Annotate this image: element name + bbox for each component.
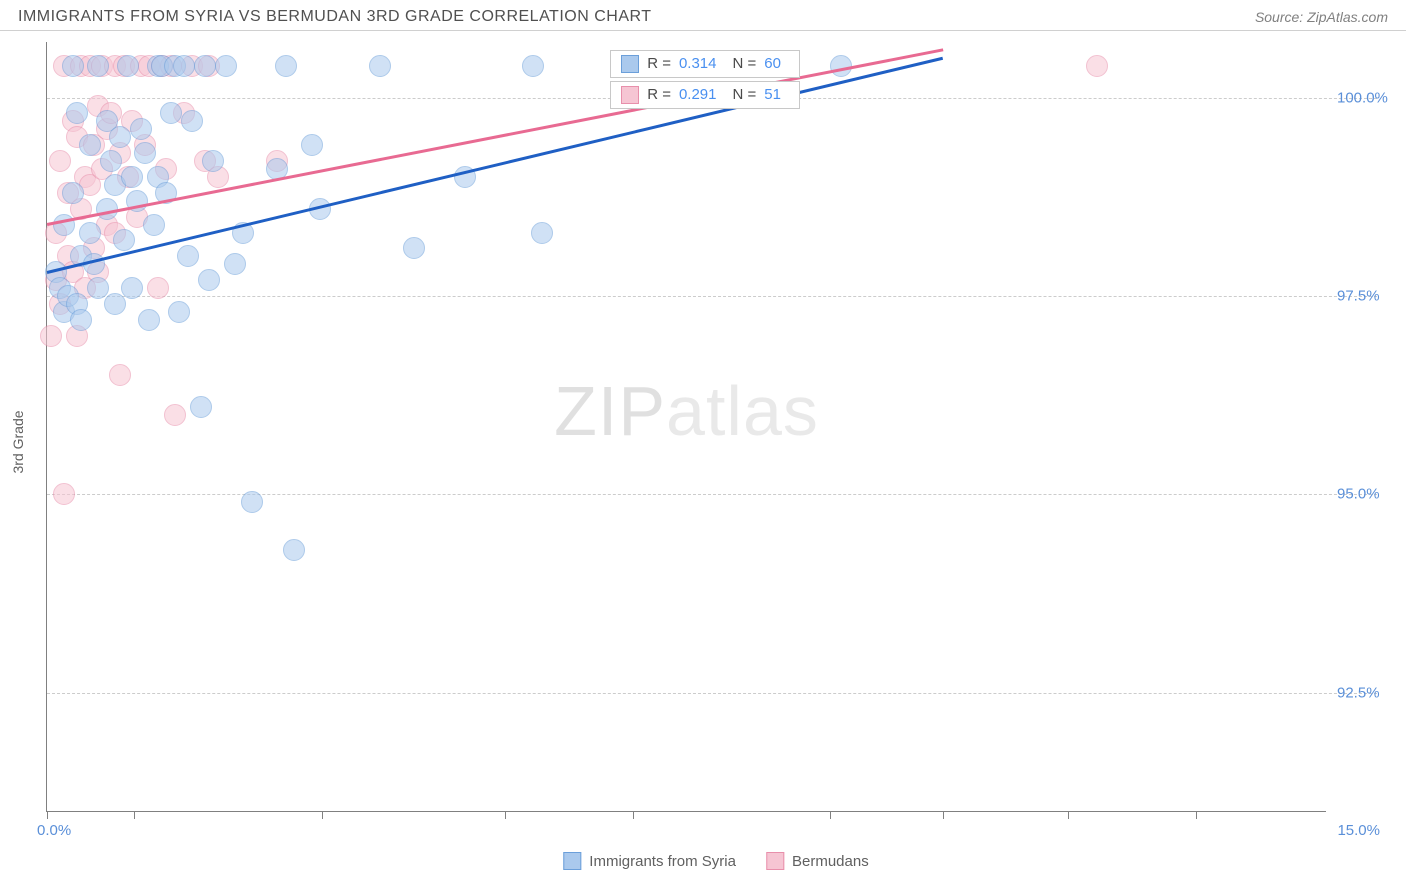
- x-tick-mark: [505, 811, 506, 819]
- x-tick-label-max: 15.0%: [1337, 822, 1380, 839]
- legend-item: Immigrants from Syria: [563, 852, 736, 870]
- watermark-atlas: atlas: [666, 372, 819, 450]
- data-point: [134, 142, 156, 164]
- y-tick-label: 95.0%: [1337, 486, 1380, 503]
- data-point: [369, 55, 391, 77]
- trend-line: [47, 56, 944, 273]
- chart-area: 3rd Grade ZIPatlas 92.5%95.0%97.5%100.0%…: [46, 42, 1386, 842]
- data-point: [275, 55, 297, 77]
- chart-title: IMMIGRANTS FROM SYRIA VS BERMUDAN 3RD GR…: [18, 8, 652, 26]
- data-point: [194, 55, 216, 77]
- data-point: [104, 293, 126, 315]
- legend: Immigrants from Syria Bermudans: [563, 852, 868, 870]
- n-value: 60: [764, 55, 781, 72]
- chart-header: IMMIGRANTS FROM SYRIA VS BERMUDAN 3RD GR…: [0, 0, 1406, 31]
- data-point: [40, 325, 62, 347]
- data-point: [181, 110, 203, 132]
- data-point: [138, 309, 160, 331]
- data-point: [301, 134, 323, 156]
- x-tick-mark: [1196, 811, 1197, 819]
- data-point: [53, 214, 75, 236]
- correlation-box: R = 0.291 N = 51: [610, 81, 800, 109]
- legend-label: Bermudans: [792, 853, 869, 870]
- data-point: [241, 491, 263, 513]
- gridline-h: [47, 296, 1377, 297]
- data-point: [173, 55, 195, 77]
- legend-label: Immigrants from Syria: [589, 853, 736, 870]
- data-point: [49, 150, 71, 172]
- data-point: [403, 237, 425, 259]
- data-point: [121, 277, 143, 299]
- legend-item: Bermudans: [766, 852, 869, 870]
- x-tick-mark: [830, 811, 831, 819]
- data-point: [100, 150, 122, 172]
- r-value: 0.314: [679, 55, 717, 72]
- y-axis-label: 3rd Grade: [10, 410, 26, 473]
- series-swatch: [621, 86, 639, 104]
- watermark-zip: ZIP: [554, 372, 666, 450]
- data-point: [202, 150, 224, 172]
- data-point: [130, 118, 152, 140]
- data-point: [79, 222, 101, 244]
- x-tick-mark: [633, 811, 634, 819]
- x-tick-mark: [47, 811, 48, 819]
- series-swatch: [621, 55, 639, 73]
- data-point: [531, 222, 553, 244]
- data-point: [87, 277, 109, 299]
- data-point: [121, 166, 143, 188]
- y-tick-label: 92.5%: [1337, 684, 1380, 701]
- n-label: N =: [733, 86, 757, 103]
- legend-swatch: [766, 852, 784, 870]
- data-point: [190, 396, 212, 418]
- data-point: [283, 539, 305, 561]
- data-point: [522, 55, 544, 77]
- r-value: 0.291: [679, 86, 717, 103]
- data-point: [53, 483, 75, 505]
- watermark: ZIPatlas: [554, 371, 819, 451]
- x-tick-mark: [1068, 811, 1069, 819]
- data-point: [113, 229, 135, 251]
- data-point: [87, 55, 109, 77]
- data-point: [62, 182, 84, 204]
- data-point: [215, 55, 237, 77]
- source-label: Source: ZipAtlas.com: [1255, 9, 1388, 25]
- data-point: [168, 301, 190, 323]
- plot-area: ZIPatlas 92.5%95.0%97.5%100.0%0.0%15.0%R…: [46, 42, 1326, 812]
- data-point: [109, 126, 131, 148]
- data-point: [66, 102, 88, 124]
- x-tick-label-min: 0.0%: [37, 822, 71, 839]
- n-label: N =: [733, 55, 757, 72]
- data-point: [224, 253, 246, 275]
- data-point: [143, 214, 165, 236]
- data-point: [79, 134, 101, 156]
- data-point: [62, 55, 84, 77]
- r-label: R =: [647, 55, 671, 72]
- data-point: [109, 364, 131, 386]
- data-point: [117, 55, 139, 77]
- data-point: [164, 404, 186, 426]
- r-label: R =: [647, 86, 671, 103]
- x-tick-mark: [134, 811, 135, 819]
- x-tick-mark: [943, 811, 944, 819]
- n-value: 51: [764, 86, 781, 103]
- data-point: [147, 277, 169, 299]
- legend-swatch: [563, 852, 581, 870]
- data-point: [160, 102, 182, 124]
- data-point: [1086, 55, 1108, 77]
- data-point: [70, 309, 92, 331]
- data-point: [177, 245, 199, 267]
- x-tick-mark: [322, 811, 323, 819]
- data-point: [198, 269, 220, 291]
- y-tick-label: 97.5%: [1337, 288, 1380, 305]
- correlation-box: R = 0.314 N = 60: [610, 50, 800, 78]
- gridline-h: [47, 693, 1377, 694]
- y-tick-label: 100.0%: [1337, 89, 1388, 106]
